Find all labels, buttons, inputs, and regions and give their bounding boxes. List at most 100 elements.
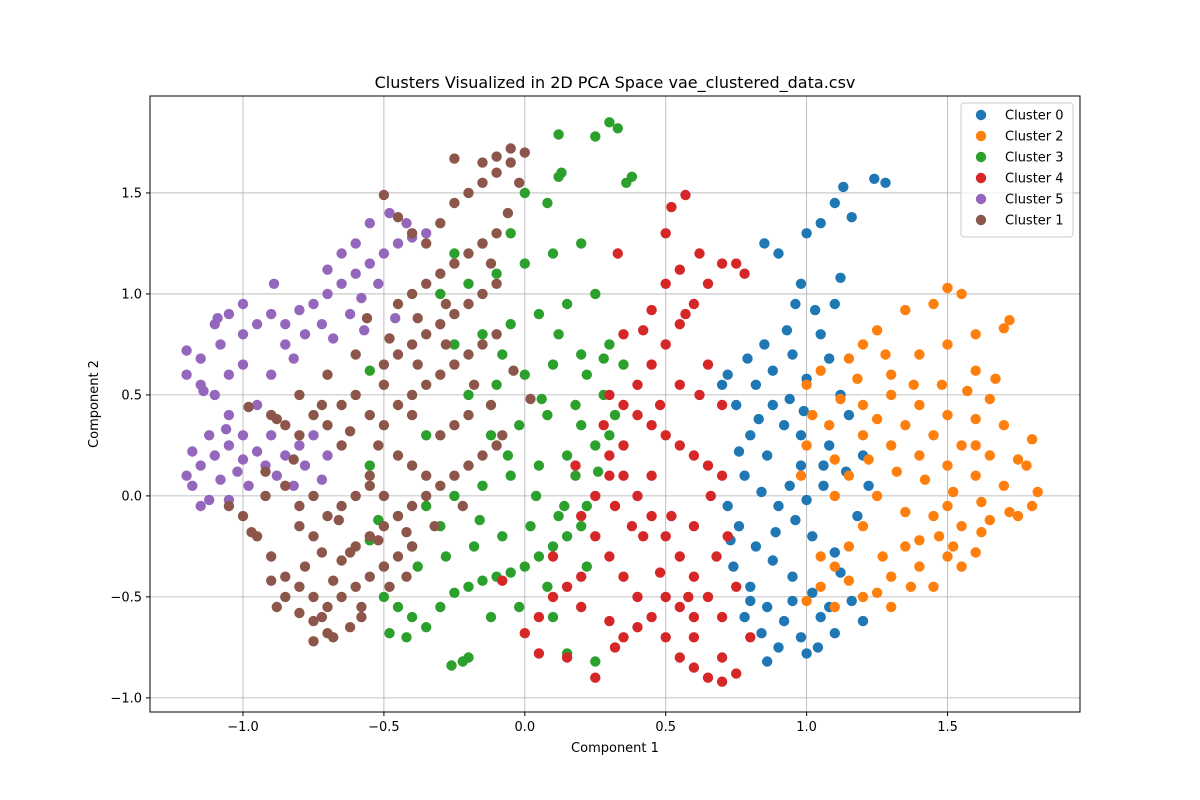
cluster-1-point (243, 401, 254, 413)
cluster-0-point (795, 430, 807, 441)
cluster-3-point (505, 319, 516, 330)
cluster-2-point (1021, 460, 1032, 471)
cluster-3-point (519, 187, 530, 199)
cluster-4-point (646, 420, 657, 431)
cluster-4-point (711, 551, 722, 562)
cluster-2-point (891, 466, 902, 477)
cluster-4-point (702, 460, 714, 471)
cluster-1-point (449, 359, 460, 370)
cluster-2-point (886, 369, 897, 380)
cluster-1-point (463, 187, 474, 199)
cluster-1-point (373, 535, 384, 546)
cluster-1-point (412, 313, 423, 324)
cluster-2-point (829, 601, 840, 613)
cluster-1-point (280, 480, 291, 491)
cluster-0-point (722, 369, 733, 380)
cluster-0-point (731, 399, 742, 411)
cluster-1-point (344, 622, 356, 633)
cluster-3-point (547, 248, 559, 259)
cluster-4-point (694, 389, 705, 401)
cluster-2-point (829, 454, 840, 465)
cluster-3-point (491, 268, 502, 279)
cluster-5-point (322, 450, 333, 461)
cluster-1-point (322, 369, 333, 380)
cluster-1-point (299, 561, 311, 572)
cluster-2-point (908, 379, 919, 390)
cluster-4-point (688, 450, 700, 461)
cluster-3-point (497, 349, 508, 360)
cluster-1-point (392, 450, 404, 461)
cluster-5-point (359, 325, 370, 336)
cluster-3-point (547, 611, 559, 623)
cluster-3-point (570, 399, 581, 411)
cluster-4-point (618, 632, 629, 643)
cluster-1-point (412, 359, 423, 370)
cluster-0-point (742, 353, 753, 364)
cluster-4-point (646, 510, 657, 522)
cluster-1-point (421, 470, 432, 481)
cluster-5-point (322, 288, 333, 300)
cluster-1-point (364, 409, 375, 421)
cluster-2-point (942, 409, 953, 421)
cluster-1-point (392, 212, 404, 223)
cluster-4-point (674, 440, 685, 451)
cluster-4-point (590, 672, 601, 683)
cluster-4-point (666, 201, 677, 213)
legend-label-cluster-1: Cluster 1 (1005, 214, 1064, 229)
cluster-2-point (970, 547, 981, 558)
cluster-1-point (266, 551, 277, 562)
legend-box (960, 102, 1074, 238)
cluster-5-point (299, 329, 311, 340)
cluster-0-point (798, 405, 809, 417)
cluster-1-point (316, 611, 328, 623)
cluster-1-point (477, 157, 488, 168)
cluster-4-point (618, 440, 629, 451)
cluster-1-point (384, 333, 395, 344)
cluster-3-point (497, 531, 508, 542)
cluster-1-point (406, 288, 418, 300)
cluster-1-point (392, 349, 404, 360)
cluster-4-point (626, 521, 638, 532)
cluster-3-point (384, 628, 395, 639)
cluster-4-point (604, 551, 615, 562)
cluster-4-point (716, 652, 728, 663)
cluster-3-point (525, 521, 536, 532)
cluster-4-point (632, 490, 643, 502)
cluster-5-point (356, 292, 367, 304)
cluster-4-point (722, 531, 733, 542)
cluster-4-point (674, 379, 685, 390)
cluster-0-point (795, 460, 807, 471)
cluster-4-point (702, 278, 714, 289)
cluster-1-point (322, 420, 333, 431)
cluster-1-point (401, 527, 412, 538)
cluster-2-point (871, 413, 883, 425)
cluster-1-point (505, 143, 516, 154)
cluster-2-point (998, 420, 1010, 431)
cluster-2-point (970, 365, 981, 376)
cluster-2-point (877, 551, 888, 562)
cluster-2-point (928, 430, 939, 441)
cluster-2-point (900, 304, 911, 316)
cluster-4-point (576, 571, 587, 582)
cluster-4-point (731, 258, 742, 269)
cluster-4-point (604, 615, 615, 627)
cluster-1-point (440, 298, 452, 310)
cluster-0-point (722, 500, 733, 512)
cluster-5-point (232, 466, 243, 477)
cluster-1-point (378, 420, 390, 431)
cluster-1-point (421, 329, 432, 340)
cluster-1-point (308, 615, 319, 627)
cluster-5-point (237, 298, 249, 310)
cluster-1-point (491, 228, 502, 239)
cluster-0-point (843, 409, 855, 421)
cluster-5-point (187, 446, 198, 457)
cluster-5-point (288, 353, 299, 364)
cluster-0-point (750, 541, 762, 552)
cluster-5-point (204, 430, 215, 441)
cluster-1-point (477, 450, 488, 461)
cluster-4-point (688, 298, 700, 310)
cluster-3-point (401, 632, 412, 643)
cluster-5-point (280, 450, 291, 461)
cluster-5-point (223, 308, 235, 320)
cluster-2-point (914, 450, 925, 461)
